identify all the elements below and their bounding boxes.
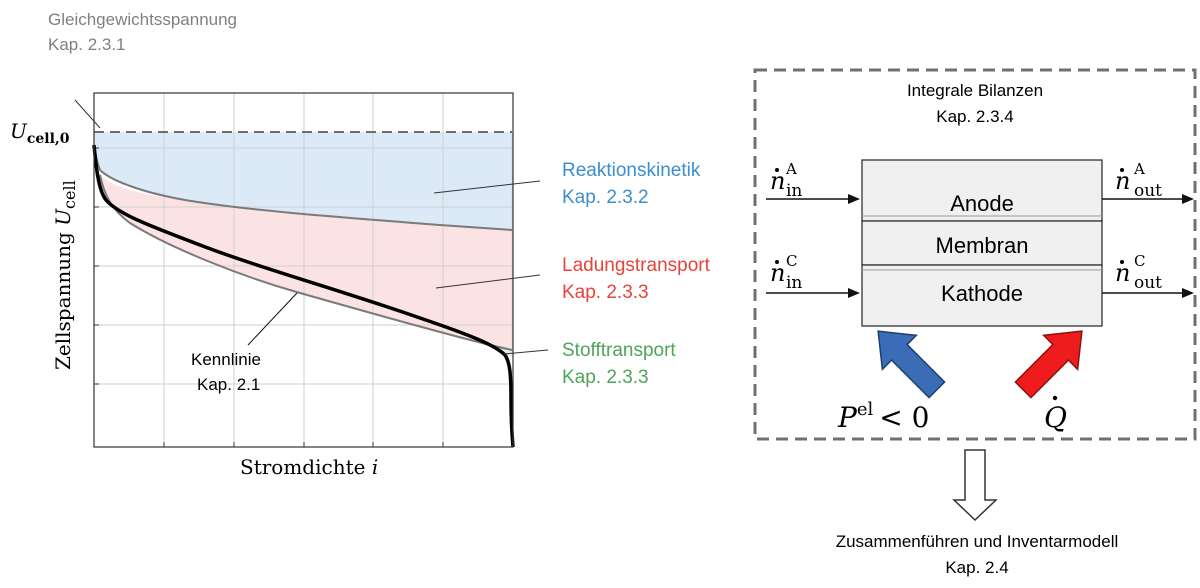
kennlinie-label: Kennlinie [191, 350, 261, 369]
kennlinie-ref: Kap. 2.1 [197, 375, 260, 394]
equilibrium-label: Gleichgewichtsspannung [48, 10, 237, 29]
svg-text:A: A [1133, 160, 1145, 178]
svg-text:in: in [786, 273, 802, 293]
kinetics-label: Reaktionskinetik [562, 160, 701, 181]
flow-arrows [766, 194, 1194, 298]
electric-power-label: Pel < 0 [837, 399, 929, 434]
mass-transport-label: Stofftransport [562, 340, 676, 361]
svg-text:out: out [1134, 181, 1162, 201]
cathode-label: Kathode [941, 281, 1023, 306]
svg-text:C: C [786, 252, 797, 270]
characteristic-curve [92, 144, 515, 448]
charge-transport-area [100, 175, 512, 350]
svg-text:out: out [1134, 273, 1162, 293]
electric-power-arrow [877, 330, 946, 399]
inflow-anode-label: n A in [770, 160, 802, 201]
polarization-plot: Gleichgewichtsspannung Kap. 2.3.1 Ucell,… [10, 10, 711, 479]
membrane-layer [861, 220, 1103, 266]
outflow-cathode-label: n C out [1115, 252, 1162, 293]
kennlinie-leader-line [247, 292, 298, 346]
svg-text:C: C [1134, 252, 1145, 270]
charge-transport-leader-line [435, 274, 541, 289]
mass-transport-ref: Kap. 2.3.3 [562, 367, 649, 388]
result-label: Zusammenführen und Inventarmodell [836, 532, 1119, 551]
equilibrium-leader-line [74, 99, 101, 129]
y-axis-label: Zellspannung Ucell [51, 180, 79, 370]
anode-label: Anode [950, 191, 1014, 216]
heat-arrow [1014, 330, 1083, 399]
reaction-kinetics-area [94, 132, 512, 230]
merge-down-arrow [952, 449, 998, 522]
balance-boundary [753, 68, 1197, 441]
x-axis-label: Stromdichte i [240, 455, 378, 479]
inflow-cathode-label: n C in [770, 252, 802, 293]
charge-transport-label: Ladungstransport [562, 255, 711, 276]
equilibrium-ref: Kap. 2.3.1 [48, 35, 126, 54]
svg-text:n: n [770, 167, 785, 195]
svg-text:in: in [786, 181, 802, 201]
outflow-anode-label: n A out [1115, 160, 1162, 201]
svg-text:Q: Q [1044, 401, 1067, 434]
kinetics-ref: Kap. 2.3.2 [562, 187, 649, 208]
kinetics-leader-line [433, 180, 541, 194]
u-cell0-label: Ucell,0 [10, 119, 70, 147]
mass-transport-leader-line [503, 349, 549, 355]
anode-layer [861, 159, 1103, 222]
svg-text:n: n [770, 259, 785, 287]
membrane-label: Membran [936, 233, 1029, 258]
heat-label: Q [1044, 395, 1067, 434]
result-ref: Kap. 2.4 [945, 558, 1008, 577]
balance-ref: Kap. 2.3.4 [936, 107, 1014, 126]
svg-text:n: n [1115, 259, 1130, 287]
plot-grid [94, 93, 513, 447]
balance-title: Integrale Bilanzen [907, 81, 1043, 100]
svg-text:A: A [785, 160, 797, 178]
cathode-layer [861, 264, 1103, 327]
balance-diagram: Integrale Bilanzen Kap. 2.3.4 Anode Memb… [753, 68, 1197, 441]
ohmic-loss-curve [99, 174, 513, 351]
charge-transport-ref: Kap. 2.3.3 [562, 282, 649, 303]
svg-text:n: n [1115, 167, 1130, 195]
plot-frame [93, 92, 514, 448]
